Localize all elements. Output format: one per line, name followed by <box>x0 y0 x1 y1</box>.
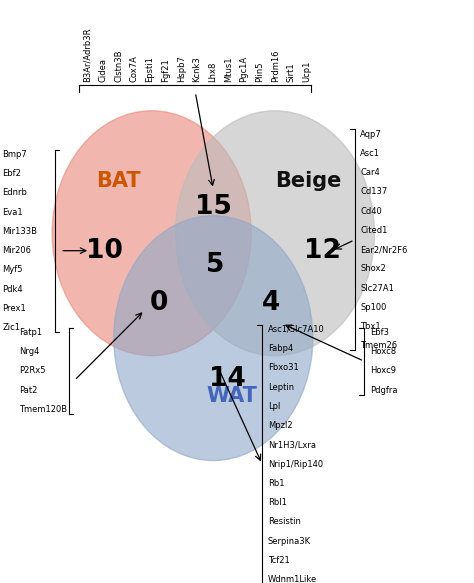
Text: Asc1: Asc1 <box>360 149 380 158</box>
Text: 15: 15 <box>195 194 232 220</box>
Text: Fabp4: Fabp4 <box>268 344 293 353</box>
Text: Tmem26: Tmem26 <box>360 341 397 350</box>
Text: 10: 10 <box>86 238 123 264</box>
Circle shape <box>114 216 313 461</box>
Text: Cox7A: Cox7A <box>130 55 139 82</box>
Text: WAT: WAT <box>207 387 258 406</box>
Text: Mpzl2: Mpzl2 <box>268 421 292 430</box>
Text: Fbxo31: Fbxo31 <box>268 363 299 373</box>
Text: Rb1: Rb1 <box>268 479 284 488</box>
Text: Hspb7: Hspb7 <box>177 55 186 82</box>
Text: 14: 14 <box>209 366 246 392</box>
Text: 12: 12 <box>304 238 341 264</box>
Text: Prdm16: Prdm16 <box>271 49 280 82</box>
Text: Kcnk3: Kcnk3 <box>192 56 201 82</box>
Text: Epsti1: Epsti1 <box>146 56 155 82</box>
Text: Resistin: Resistin <box>268 517 301 526</box>
Text: Hoxc9: Hoxc9 <box>370 366 396 375</box>
Text: Tmem120B: Tmem120B <box>19 405 67 414</box>
Text: B3Ar/Adrb3R: B3Ar/Adrb3R <box>83 27 92 82</box>
Text: Cd40: Cd40 <box>360 206 382 216</box>
Text: Car4: Car4 <box>360 168 380 177</box>
Text: Pdk4: Pdk4 <box>2 285 23 294</box>
Text: Clstn3B: Clstn3B <box>114 49 123 82</box>
Text: Ednrb: Ednrb <box>2 188 27 198</box>
Text: Mir133B: Mir133B <box>2 227 37 236</box>
Text: Fatp1: Fatp1 <box>19 328 42 337</box>
Text: Hoxc8: Hoxc8 <box>370 347 396 356</box>
Text: Sp100: Sp100 <box>360 303 387 312</box>
Text: Pat2: Pat2 <box>19 385 37 395</box>
Text: Slc27A1: Slc27A1 <box>360 283 394 293</box>
Text: 4: 4 <box>262 290 280 316</box>
Text: Cidea: Cidea <box>99 58 108 82</box>
Text: Beige: Beige <box>275 171 341 191</box>
Text: Prex1: Prex1 <box>2 304 26 313</box>
Text: Ebf2: Ebf2 <box>2 169 21 178</box>
Text: Cited1: Cited1 <box>360 226 388 235</box>
Text: Eva1: Eva1 <box>2 208 23 217</box>
Text: Serpina3K: Serpina3K <box>268 536 311 546</box>
Text: Cd137: Cd137 <box>360 187 387 196</box>
Text: Nrg4: Nrg4 <box>19 347 39 356</box>
Text: 0: 0 <box>150 290 168 316</box>
Text: Nrip1/Rip140: Nrip1/Rip140 <box>268 459 323 469</box>
Text: Asc1/Slc7A10: Asc1/Slc7A10 <box>268 325 325 334</box>
Text: P2Rx5: P2Rx5 <box>19 366 46 375</box>
Text: Pgc1A: Pgc1A <box>239 55 248 82</box>
Text: Leptin: Leptin <box>268 382 294 392</box>
Text: Myf5: Myf5 <box>2 265 23 275</box>
Text: Shox2: Shox2 <box>360 264 386 273</box>
Text: Zic1: Zic1 <box>2 323 20 332</box>
Text: Rbl1: Rbl1 <box>268 498 287 507</box>
Text: Fgf21: Fgf21 <box>161 58 170 82</box>
Text: 5: 5 <box>206 252 224 278</box>
Text: Ear2/Nr2F6: Ear2/Nr2F6 <box>360 245 408 254</box>
Circle shape <box>52 111 251 356</box>
Text: Wdnm1Like: Wdnm1Like <box>268 575 317 583</box>
Text: Mir206: Mir206 <box>2 246 31 255</box>
Text: Pdgfra: Pdgfra <box>370 385 397 395</box>
Text: Lhx8: Lhx8 <box>208 61 217 82</box>
Text: Tcf21: Tcf21 <box>268 556 290 565</box>
Circle shape <box>175 111 374 356</box>
Text: Plin5: Plin5 <box>255 61 264 82</box>
Text: Ebf3: Ebf3 <box>370 328 389 337</box>
Text: BAT: BAT <box>96 171 141 191</box>
Text: Ucp1: Ucp1 <box>302 60 311 82</box>
Text: Lpl: Lpl <box>268 402 280 411</box>
Text: Aqp7: Aqp7 <box>360 129 382 139</box>
Text: Mtus1: Mtus1 <box>224 56 233 82</box>
Text: Nr1H3/Lxra: Nr1H3/Lxra <box>268 440 316 449</box>
Text: Tbx1: Tbx1 <box>360 322 381 331</box>
Text: Sirt1: Sirt1 <box>286 62 295 82</box>
Text: Bmp7: Bmp7 <box>2 150 27 159</box>
